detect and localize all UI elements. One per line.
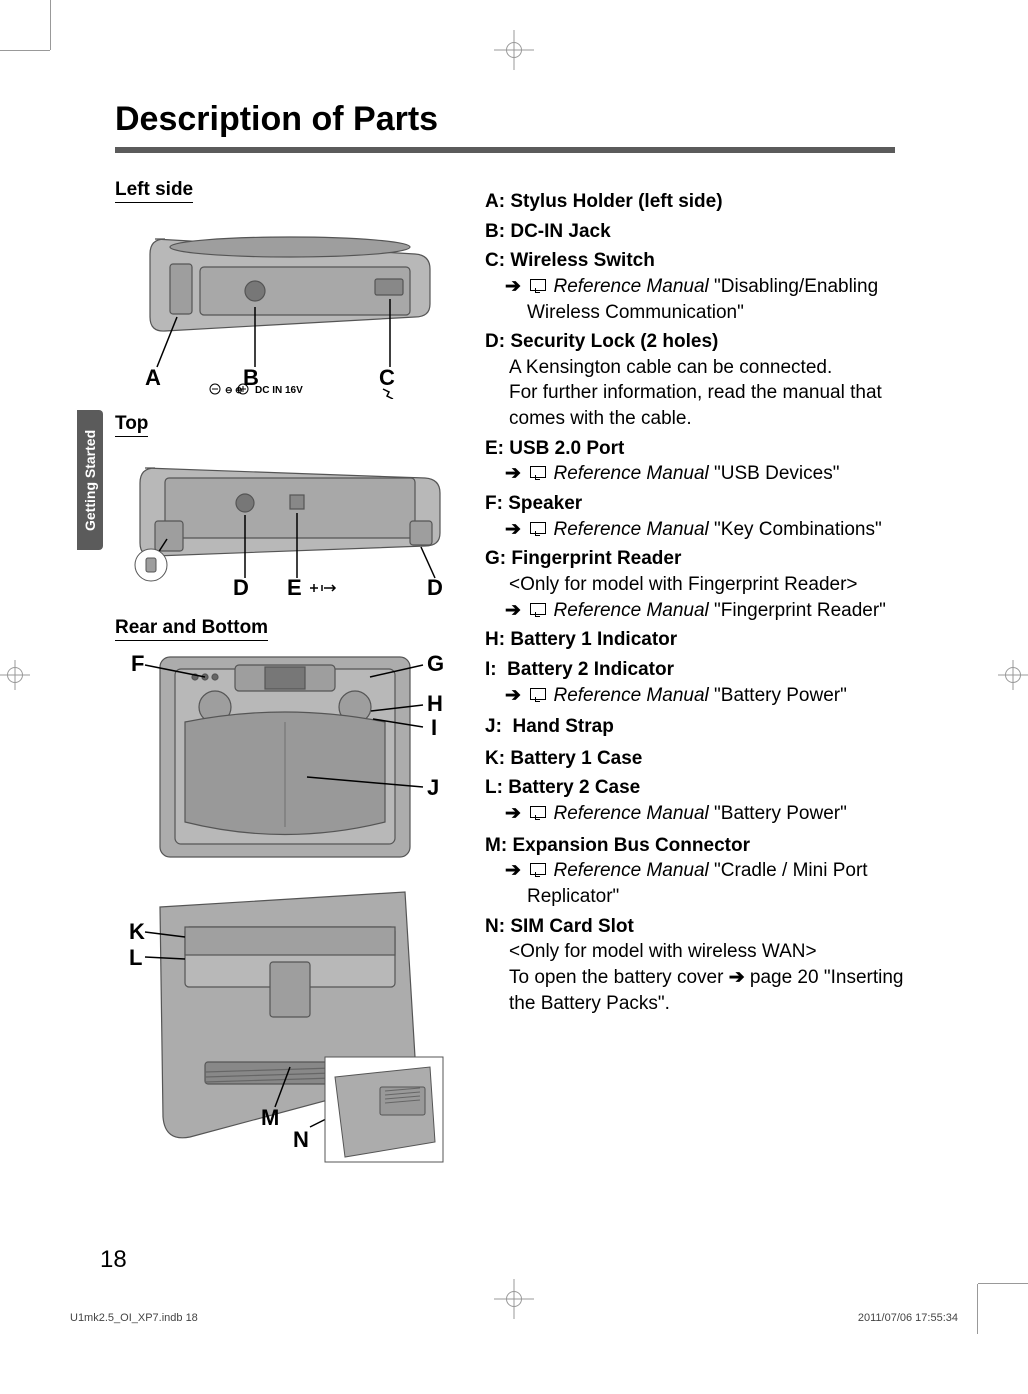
title-rule bbox=[115, 147, 895, 153]
arrow-icon: ➔ bbox=[505, 276, 521, 297]
reference-manual-icon bbox=[528, 279, 546, 293]
diagrams-column: Left side A B C bbox=[115, 173, 465, 1181]
registration-mark bbox=[0, 660, 30, 690]
parts-list: A: Stylus Holder (left side) B: DC-IN Ja… bbox=[485, 173, 915, 1181]
content-columns: Left side A B C bbox=[115, 173, 915, 1181]
callout-H: H bbox=[427, 691, 443, 716]
item-A: A: Stylus Holder (left side) bbox=[485, 189, 915, 215]
callout-G: G bbox=[427, 651, 444, 676]
reference-manual-icon bbox=[528, 688, 546, 702]
section-label-rear-bottom: Rear and Bottom bbox=[115, 617, 268, 641]
callout-D: D bbox=[233, 575, 249, 600]
callout-J: J bbox=[427, 775, 439, 800]
arrow-icon: ➔ bbox=[505, 685, 521, 706]
item-C: C: Wireless Switch ➔ Reference Manual "D… bbox=[485, 248, 915, 325]
section-label-top: Top bbox=[115, 413, 148, 437]
diagram-rear-bottom: F G H I J bbox=[115, 647, 445, 1167]
arrow-icon: ➔ bbox=[505, 463, 521, 484]
diagram-top: D E D bbox=[115, 443, 445, 603]
registration-mark bbox=[998, 660, 1028, 690]
arrow-icon: ➔ bbox=[505, 803, 521, 824]
item-B: B: DC-IN Jack bbox=[485, 219, 915, 245]
diagram-left-side: A B C ⊖ ⊕ DC IN 16V bbox=[115, 209, 445, 399]
callout-D2: D bbox=[427, 575, 443, 600]
registration-mark bbox=[494, 30, 534, 70]
registration-mark bbox=[494, 1279, 534, 1319]
item-J: J: Hand Strap bbox=[485, 714, 915, 740]
reference-manual-icon bbox=[528, 466, 546, 480]
page-number: 18 bbox=[100, 1246, 127, 1274]
dc-in-label: DC IN 16V bbox=[255, 385, 303, 396]
item-G: G: Fingerprint Reader <Only for model wi… bbox=[485, 546, 915, 623]
footer-file: U1mk2.5_OI_XP7.indb 18 bbox=[70, 1312, 198, 1324]
footer-timestamp: 2011/07/06 17:55:34 bbox=[858, 1312, 958, 1324]
item-D: D: Security Lock (2 holes) A Kensington … bbox=[485, 329, 915, 432]
arrow-icon: ➔ bbox=[505, 860, 521, 881]
item-L: L: Battery 2 Case ➔ Reference Manual "Ba… bbox=[485, 775, 915, 826]
arrow-icon: ➔ bbox=[505, 519, 521, 540]
item-F: F: Speaker ➔ Reference Manual "Key Combi… bbox=[485, 491, 915, 542]
callout-I: I bbox=[431, 715, 437, 740]
callout-F: F bbox=[131, 651, 144, 676]
reference-manual-icon bbox=[528, 806, 546, 820]
crop-mark bbox=[977, 1284, 978, 1334]
reference-manual-icon bbox=[528, 603, 546, 617]
crop-mark bbox=[978, 1283, 1028, 1284]
callout-L: L bbox=[129, 945, 142, 970]
page-content: Getting Started Description of Parts Lef… bbox=[115, 100, 915, 1181]
item-H: H: Battery 1 Indicator bbox=[485, 627, 915, 653]
section-label-left-side: Left side bbox=[115, 179, 193, 203]
reference-manual-icon bbox=[528, 522, 546, 536]
callout-C: C bbox=[379, 365, 395, 390]
callout-M: M bbox=[261, 1105, 279, 1130]
item-K: K: Battery 1 Case bbox=[485, 746, 915, 772]
callout-A: A bbox=[145, 365, 161, 390]
arrow-icon: ➔ bbox=[505, 600, 521, 621]
crop-mark bbox=[50, 0, 51, 50]
callout-K: K bbox=[129, 919, 145, 944]
callout-N: N bbox=[293, 1127, 309, 1152]
item-M: M: Expansion Bus Connector ➔ Reference M… bbox=[485, 833, 915, 910]
callout-E: E bbox=[287, 575, 302, 600]
crop-mark bbox=[0, 50, 50, 51]
arrow-icon: ➔ bbox=[729, 967, 745, 988]
page-title: Description of Parts bbox=[115, 100, 915, 139]
reference-manual-icon bbox=[528, 863, 546, 877]
svg-text:⊖ ⊕: ⊖ ⊕ bbox=[225, 385, 243, 395]
item-E: E: USB 2.0 Port ➔ Reference Manual "USB … bbox=[485, 436, 915, 487]
section-tab: Getting Started bbox=[77, 410, 103, 550]
item-I: I: Battery 2 Indicator ➔ Reference Manua… bbox=[485, 657, 915, 708]
item-N: N: SIM Card Slot <Only for model with wi… bbox=[485, 914, 915, 1017]
